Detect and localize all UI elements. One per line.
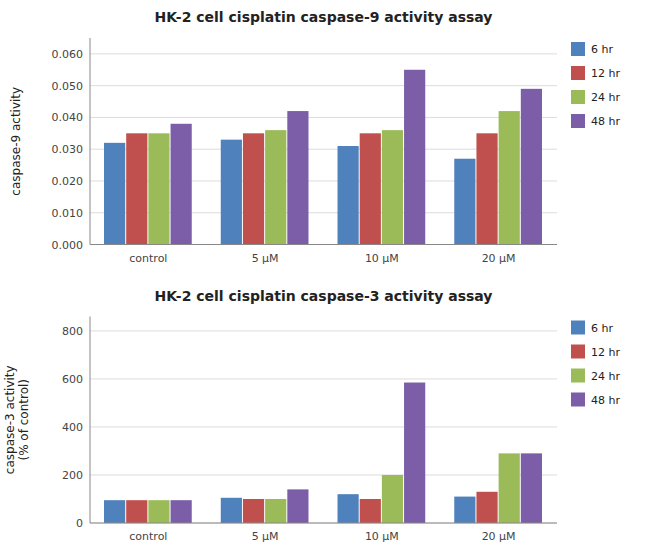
legend-swatch — [571, 393, 585, 407]
legend-label: 12 hr — [591, 346, 620, 359]
x-tick-label: 10 μM — [365, 252, 399, 265]
bar — [454, 497, 475, 523]
x-tick-label: control — [129, 252, 167, 265]
x-tick-label: 20 μM — [482, 530, 516, 543]
bar — [521, 453, 542, 523]
bar — [104, 143, 125, 245]
chart: HK-2 cell cisplatin caspase-9 activity a… — [9, 9, 620, 265]
legend-label: 6 hr — [591, 322, 613, 335]
y-axis-line — [90, 38, 91, 245]
bar — [338, 494, 359, 523]
bar — [265, 130, 286, 244]
y-tick-label: 0.060 — [52, 48, 84, 61]
legend-label: 24 hr — [591, 370, 620, 383]
bar — [287, 111, 308, 244]
chart-title: HK-2 cell cisplatin caspase-9 activity a… — [155, 9, 493, 25]
bar — [382, 475, 403, 523]
legend-label: 12 hr — [591, 67, 620, 80]
legend-swatch — [571, 66, 585, 80]
bar — [499, 453, 520, 523]
bar — [126, 133, 147, 244]
legend-swatch — [571, 369, 585, 383]
x-tick-label: 20 μM — [482, 252, 516, 265]
y-tick-label: 800 — [62, 325, 83, 338]
legend-swatch — [571, 321, 585, 335]
grid-line — [90, 378, 557, 379]
y-axis-label: caspase-9 activity — [9, 87, 23, 196]
y-tick-label: 0.050 — [52, 80, 84, 93]
y-tick-label: 400 — [62, 421, 83, 434]
legend-label: 48 hr — [591, 394, 620, 407]
y-tick-label: 0 — [76, 517, 83, 530]
bar — [171, 124, 192, 245]
y-tick-label: 0.030 — [52, 143, 84, 156]
legend-swatch — [571, 345, 585, 359]
bar — [243, 133, 264, 244]
legend: 6 hr 12 hr 24 hr 48 hr — [571, 321, 620, 407]
bar — [126, 500, 147, 523]
y-axis-label-line: caspase-9 activity — [9, 87, 23, 196]
bar — [454, 159, 475, 245]
legend-label: 24 hr — [591, 91, 620, 104]
x-tick-label: 10 μM — [365, 530, 399, 543]
bar — [360, 133, 381, 244]
y-tick-label: 600 — [62, 373, 83, 386]
bar — [521, 89, 542, 245]
y-tick-label: 0.040 — [52, 111, 84, 124]
chart: HK-2 cell cisplatin caspase-3 activity a… — [3, 288, 620, 544]
y-tick-label: 200 — [62, 469, 83, 482]
y-axis-line — [90, 317, 91, 524]
figure: HK-2 cell cisplatin caspase-9 activity a… — [0, 0, 652, 557]
grid-line — [90, 244, 557, 245]
bar — [171, 500, 192, 523]
grid-line — [90, 53, 557, 54]
bar — [104, 500, 125, 523]
bar — [265, 499, 286, 523]
bar — [404, 383, 425, 523]
chart-title: HK-2 cell cisplatin caspase-3 activity a… — [155, 288, 493, 304]
bar — [148, 500, 169, 523]
x-axis-line — [90, 523, 557, 524]
legend-swatch — [571, 42, 585, 56]
grid-line — [90, 523, 557, 524]
grid-line — [90, 85, 557, 86]
grid-line — [90, 426, 557, 427]
bar — [360, 499, 381, 523]
grid-line — [90, 330, 557, 331]
legend: 6 hr 12 hr 24 hr 48 hr — [571, 42, 620, 128]
bar — [243, 499, 264, 523]
x-axis-line — [90, 244, 557, 245]
bar — [221, 140, 242, 245]
bar — [404, 70, 425, 245]
bar — [338, 146, 359, 244]
grid-line — [90, 117, 557, 118]
y-tick-label: 0.020 — [52, 175, 84, 188]
bar — [287, 489, 308, 523]
y-axis-label-line: caspase-3 activity — [3, 365, 17, 474]
y-axis-label: caspase-3 activity(% of control) — [3, 365, 31, 474]
y-axis-label-line: (% of control) — [17, 379, 31, 461]
y-tick-label: 0.010 — [52, 207, 84, 220]
y-tick-label: 0.000 — [52, 239, 84, 252]
bar — [382, 130, 403, 244]
legend-label: 6 hr — [591, 43, 613, 56]
legend-swatch — [571, 114, 585, 128]
bar — [148, 133, 169, 244]
bar — [476, 133, 497, 244]
bars — [104, 70, 542, 245]
x-tick-label: control — [129, 530, 167, 543]
grid-line — [90, 474, 557, 475]
bar — [476, 492, 497, 523]
legend-label: 48 hr — [591, 115, 620, 128]
legend-swatch — [571, 90, 585, 104]
bars — [104, 383, 542, 523]
x-tick-label: 5 μM — [252, 252, 279, 265]
bar — [221, 498, 242, 523]
x-tick-label: 5 μM — [252, 530, 279, 543]
bar — [499, 111, 520, 244]
